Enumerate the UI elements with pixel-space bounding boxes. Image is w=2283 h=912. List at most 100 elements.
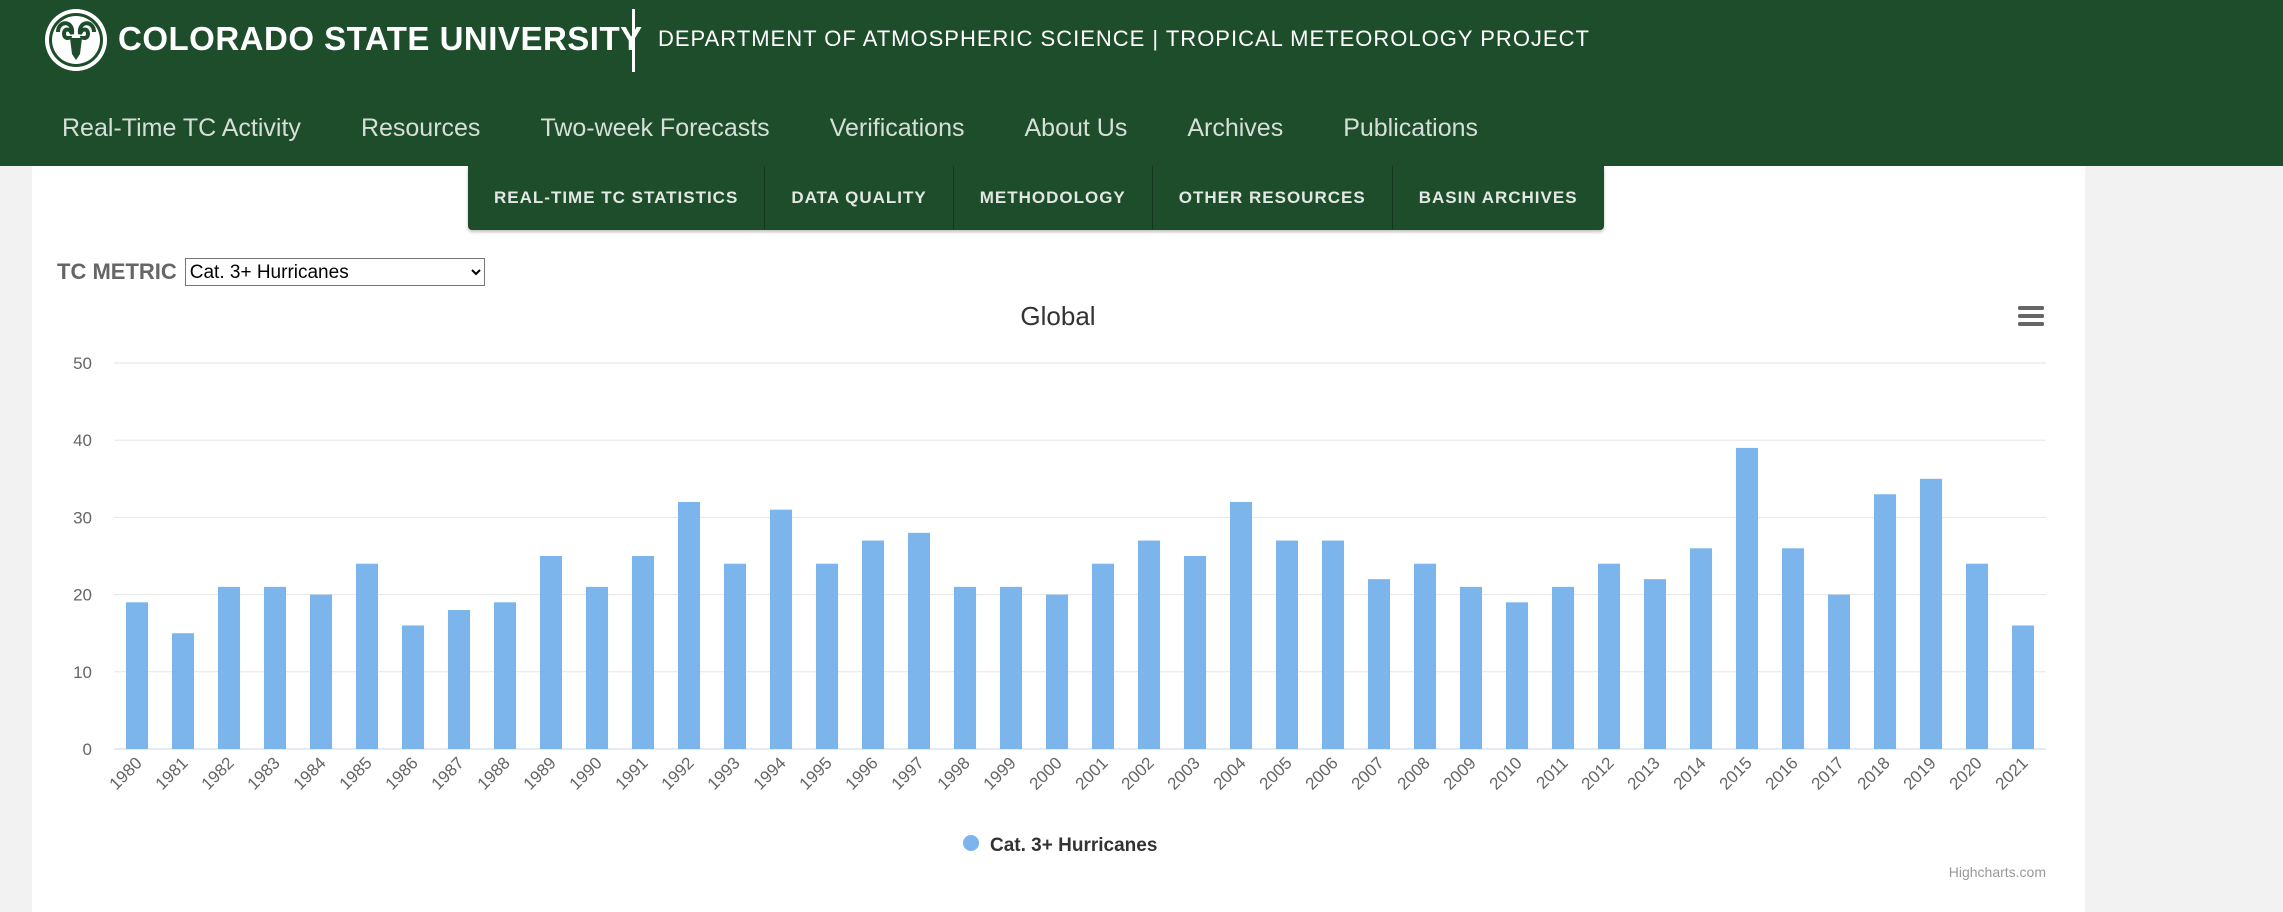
bar[interactable] [1321,540,1345,749]
subnav-basin-archives[interactable]: BASIN ARCHIVES [1418,188,1578,207]
bar[interactable] [999,586,1023,749]
x-tick-label: 2021 [1992,753,2032,793]
bar-series [125,447,2035,749]
bar[interactable] [1597,563,1621,749]
bar[interactable] [815,563,839,749]
bar[interactable] [1919,478,1943,749]
x-tick-label: 1985 [336,753,376,793]
bar[interactable] [769,509,793,749]
nav-item-real-time-tc-activity[interactable]: Real-Time TC Activity [62,114,301,142]
university-name[interactable]: COLORADO STATE UNIVERSITY [118,20,643,57]
y-tick-label: 20 [73,586,92,605]
x-tick-label: 2020 [1946,753,1986,793]
bar[interactable] [1275,540,1299,749]
main-nav: Real-Time TC Activity Resources Two-week… [32,108,1508,152]
x-tick-label: 2002 [1118,753,1158,793]
legend[interactable]: Cat. 3+ Hurricanes [963,835,1157,856]
subnav-other-resources[interactable]: OTHER RESOURCES [1153,166,1393,230]
x-tick-label: 2009 [1440,753,1480,793]
bar[interactable] [263,586,287,749]
bar[interactable] [125,602,149,749]
bar[interactable] [677,501,701,749]
x-tick-label: 1989 [520,753,560,793]
x-tick-label: 1992 [658,753,698,793]
ram-logo-icon[interactable] [44,8,108,72]
bar[interactable] [1183,556,1207,749]
bar[interactable] [1137,540,1161,749]
legend-label[interactable]: Cat. 3+ Hurricanes [990,835,1157,856]
department-name[interactable]: DEPARTMENT OF ATMOSPHERIC SCIENCE | TROP… [658,26,1590,51]
x-tick-label: 2012 [1578,753,1618,793]
y-axis: 0 10 20 30 40 50 [73,354,92,759]
chart-title: Global [1020,301,1095,331]
bar[interactable] [447,610,471,749]
x-tick-label: 1999 [980,753,1020,793]
bar[interactable] [1505,602,1529,749]
bar[interactable] [585,586,609,749]
nav-item-archives[interactable]: Archives [1187,114,1284,142]
y-tick-label: 30 [73,508,92,527]
bar[interactable] [1367,579,1391,749]
bar[interactable] [1643,579,1667,749]
bar[interactable] [401,625,425,749]
x-tick-label: 2015 [1716,753,1756,793]
x-axis: 1980 1981 1982 1983 1984 1985 1986 1987 1988 1989… [106,753,2032,793]
bar[interactable] [493,602,517,749]
nav-item-publications[interactable]: Publications [1343,114,1479,142]
nav-item-about-us[interactable]: About Us [1024,114,1128,142]
bar[interactable] [861,540,885,749]
bar[interactable] [1229,501,1253,749]
x-tick-label: 2007 [1348,753,1388,793]
x-tick-label: 1997 [888,753,928,793]
bar[interactable] [1045,594,1069,749]
grid-lines [114,362,2046,750]
nav-item-verifications[interactable]: Verifications [829,114,965,142]
bar[interactable] [309,594,333,749]
bar[interactable] [355,563,379,749]
bar[interactable] [1689,548,1713,749]
x-tick-label: 2018 [1854,753,1894,793]
bar[interactable] [1551,586,1575,749]
hamburger-menu-icon[interactable] [2014,304,2048,332]
bar[interactable] [1413,563,1437,749]
bar[interactable] [953,586,977,749]
x-tick-label: 2001 [1072,753,1112,793]
bar[interactable] [723,563,747,749]
x-tick-label: 1982 [198,753,238,793]
bar[interactable] [171,633,195,749]
bar[interactable] [1827,594,1851,749]
y-tick-label: 10 [73,663,92,682]
metric-select[interactable]: Cat. 3+ Hurricanes [184,258,485,286]
x-tick-label: 1981 [152,753,192,793]
x-tick-label: 2005 [1256,753,1296,793]
bar[interactable] [1735,447,1759,749]
bar[interactable] [1091,563,1115,749]
subnav-real-time-tc-statistics[interactable]: REAL-TIME TC STATISTICS [468,166,766,230]
x-tick-label: 1998 [934,753,974,793]
x-tick-label: 1990 [566,753,606,793]
legend-marker[interactable] [963,835,979,851]
subnav-data-quality[interactable]: DATA QUALITY [765,166,954,230]
bar[interactable] [1873,494,1897,749]
bar[interactable] [539,556,563,749]
nav-item-resources[interactable]: Resources [360,114,481,142]
bar[interactable] [2011,625,2035,749]
metric-row: TC METRIC Cat. 3+ Hurricanes [57,258,485,286]
bar[interactable] [1965,563,1989,749]
subnav-methodology[interactable]: METHODOLOGY [954,166,1153,230]
bar[interactable] [217,586,241,749]
credits-link[interactable]: Highcharts.com [1949,864,2046,880]
x-tick-label: 1988 [474,753,514,793]
x-tick-label: 2011 [1533,753,1572,792]
bar[interactable] [1459,586,1483,749]
x-tick-label: 1996 [842,753,882,793]
x-tick-label: 1980 [106,753,146,793]
y-tick-label: 40 [73,431,92,450]
x-tick-label: 2000 [1026,753,1066,793]
bar[interactable] [1781,548,1805,749]
nav-item-two-week-forecasts[interactable]: Two-week Forecasts [540,114,770,142]
x-tick-label: 2010 [1486,753,1526,793]
bar[interactable] [907,532,931,749]
bar[interactable] [631,556,655,749]
